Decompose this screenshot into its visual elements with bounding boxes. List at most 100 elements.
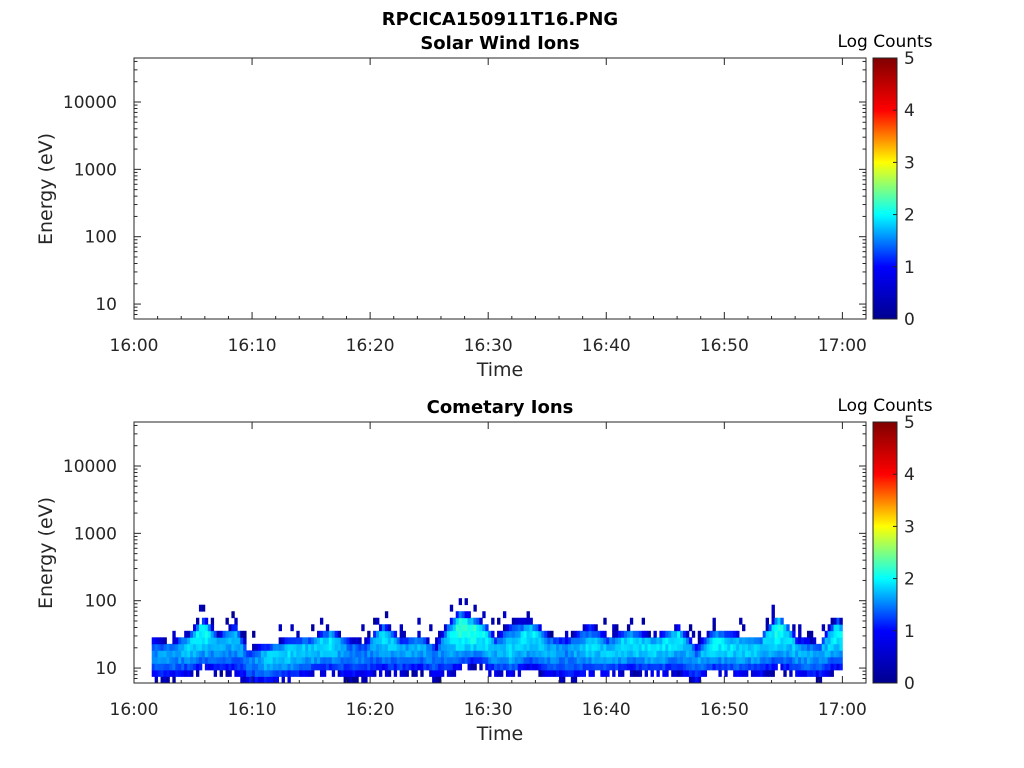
spectrogram-cell (219, 650, 223, 658)
spectrogram-cell (157, 637, 161, 645)
spectrogram-cell (700, 637, 705, 645)
spectrogram-cell (514, 630, 519, 638)
spectrogram-cell (485, 656, 489, 664)
spectrogram-cell (688, 669, 693, 677)
spectrogram-cell (783, 656, 787, 664)
spectrogram-cell (204, 663, 209, 671)
spectrogram-cell (373, 656, 377, 664)
spectrogram-cell (411, 656, 415, 664)
spectrogram-cell (576, 643, 581, 651)
spectrogram-cell (535, 630, 539, 638)
spectrogram-cell (319, 656, 324, 664)
spectrogram-cell (195, 663, 200, 671)
spectrogram-cell (623, 643, 628, 651)
spectrogram-cell (526, 650, 530, 658)
spectrogram-cell (703, 650, 708, 658)
cometary-xlabel: Time (476, 723, 524, 745)
spectrogram-cell (237, 630, 241, 638)
y-tick-label: 1000 (74, 524, 117, 544)
spectrogram-cell (405, 643, 409, 651)
spectrogram-cell (476, 650, 480, 658)
spectrogram-cell (266, 650, 271, 658)
spectrogram-cell (187, 637, 191, 645)
spectrogram-cell (502, 630, 507, 638)
spectrogram-cell (806, 656, 811, 664)
spectrogram-cell (715, 630, 719, 638)
spectrogram-cell (190, 669, 194, 677)
spectrogram-cell (694, 650, 699, 658)
spectrogram-cell (225, 637, 229, 645)
spectrogram-cell (694, 676, 699, 684)
spectrogram-cell (376, 650, 380, 658)
spectrogram-cell (567, 656, 572, 664)
spectrogram-cell (287, 676, 291, 684)
spectrogram-cell (458, 611, 463, 619)
spectrogram-cell (821, 650, 826, 658)
spectrogram-cell (792, 656, 796, 664)
spectrogram-cell (750, 650, 755, 658)
spectrogram-cell (579, 630, 584, 638)
spectrogram-cell (488, 663, 492, 671)
spectrogram-cell (184, 637, 188, 645)
spectrogram-cell (827, 637, 831, 645)
spectrogram-cell (488, 630, 492, 638)
spectrogram-cell (381, 656, 386, 664)
spectrogram-cell (718, 643, 722, 651)
spectrogram-cell (591, 624, 595, 632)
spectrogram-cell (325, 656, 330, 664)
spectrogram-cell (526, 637, 530, 645)
cometary-title: Cometary Ions (427, 397, 574, 418)
spectrogram-cell (373, 669, 377, 677)
spectrogram-cell (736, 637, 740, 645)
spectrogram-cell (579, 643, 584, 651)
spectrogram-cell (674, 630, 678, 638)
spectrogram-cell (311, 643, 315, 651)
spectrogram-cell (376, 630, 380, 638)
spectrogram-cell (789, 643, 793, 651)
spectrogram-cell (685, 656, 690, 664)
spectrogram-cell (762, 630, 767, 638)
spectrogram-cell (494, 643, 498, 651)
spectrogram-cell (691, 643, 696, 651)
spectrogram-cell (160, 650, 164, 658)
spectrogram-cell (685, 643, 690, 651)
spectrogram-cell (579, 663, 584, 671)
spectrogram-cell (290, 637, 294, 645)
x-tick-label: 17:00 (818, 336, 867, 356)
spectrogram-cell (455, 630, 460, 638)
spectrogram-cell (626, 624, 631, 632)
spectrogram-cell (296, 650, 300, 658)
spectrogram-cell (384, 624, 389, 632)
spectrogram-cell (588, 637, 592, 645)
spectrogram-cell (520, 624, 525, 632)
spectrogram-cell (550, 643, 554, 651)
spectrogram-cell (384, 611, 389, 619)
spectrogram-cell (358, 650, 362, 658)
spectrogram-cell (559, 650, 563, 658)
spectrogram-cell (541, 643, 545, 651)
spectrogram-cell (257, 656, 262, 664)
spectrogram-cell (387, 650, 392, 658)
spectrogram-cell (491, 650, 495, 658)
spectrogram-cell (308, 663, 312, 671)
spectrogram-cell (190, 650, 194, 658)
spectrogram-cell (458, 617, 463, 625)
spectrogram-cell (508, 656, 513, 664)
spectrogram-cell (252, 656, 256, 664)
spectrogram-cell (458, 598, 463, 606)
spectrogram-cell (765, 669, 769, 677)
spectrogram-cell (446, 630, 451, 638)
spectrogram-cell (762, 669, 767, 677)
spectrogram-cell (647, 643, 651, 651)
spectrogram-cell (683, 669, 687, 677)
spectrogram-cell (815, 643, 820, 651)
spectrogram-cell (591, 663, 595, 671)
spectrogram-cell (178, 650, 182, 658)
spectrogram-cell (255, 650, 259, 658)
spectrogram-cell (724, 669, 728, 677)
spectrogram-cell (553, 656, 557, 664)
spectrogram-cell (166, 663, 170, 671)
spectrogram-cell (349, 656, 353, 664)
spectrogram-cell (252, 663, 256, 671)
spectrogram-cell (467, 663, 471, 671)
